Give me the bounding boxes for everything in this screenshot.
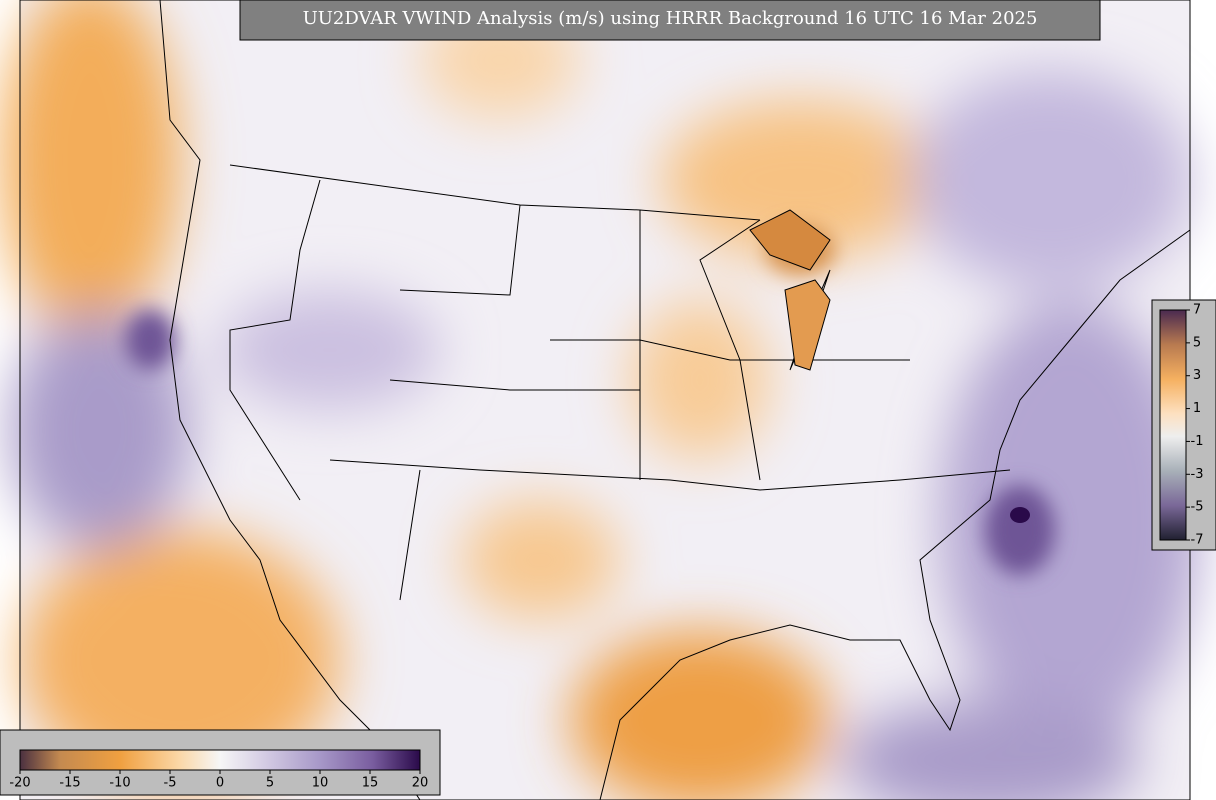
tick-label: 5: [266, 776, 274, 791]
map-title: UU2DVAR VWIND Analysis (m/s) using HRRR …: [303, 8, 1038, 29]
tick-label: 10: [312, 776, 329, 791]
tick-label: 1: [1193, 401, 1201, 416]
tick-label: -10: [109, 776, 130, 791]
colorbar-horizontal: -20 -15 -10 -5 0 5 10 15 20: [0, 729, 441, 796]
tick-label: -1: [1191, 434, 1204, 449]
tick-label: -7: [1191, 533, 1204, 548]
colorbar-vertical: 7 5 3 1 -1 -3 -5 -7: [1151, 299, 1216, 551]
tick-label: -3: [1191, 467, 1204, 482]
title-box: UU2DVAR VWIND Analysis (m/s) using HRRR …: [239, 0, 1101, 41]
tick-label: -20: [9, 776, 30, 791]
tick-label: 5: [1193, 335, 1201, 350]
tick-label: 7: [1193, 303, 1201, 318]
tick-label: -15: [59, 776, 80, 791]
tick-label: 3: [1193, 368, 1201, 383]
tick-label: 15: [362, 776, 379, 791]
tick-label: 0: [216, 776, 224, 791]
tick-label: -5: [164, 776, 177, 791]
tick-label: -5: [1191, 500, 1204, 515]
tick-label: 20: [412, 776, 429, 791]
